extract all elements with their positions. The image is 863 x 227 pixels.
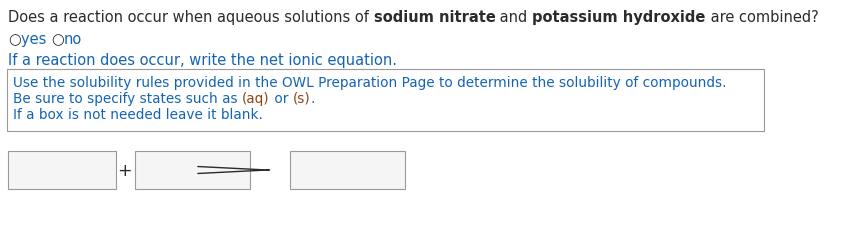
Text: ○: ○ [8,32,21,47]
Text: (aq): (aq) [242,92,269,106]
Text: yes: yes [21,32,51,47]
Text: no: no [64,32,82,47]
Text: If a reaction does occur, write the net ionic equation.: If a reaction does occur, write the net … [8,53,397,68]
Text: ○: ○ [51,32,64,47]
Text: +: + [117,161,131,179]
Text: (s): (s) [293,92,310,106]
Text: sodium nitrate: sodium nitrate [374,10,495,25]
Text: are combined?: are combined? [706,10,818,25]
Text: Use the solubility rules provided in the OWL Preparation Page to determine the s: Use the solubility rules provided in the… [13,76,727,90]
Bar [290,151,405,189]
Text: .: . [310,92,314,106]
Bar [135,151,250,189]
Bar [8,151,116,189]
Text: potassium hydroxide: potassium hydroxide [532,10,706,25]
Text: and: and [495,10,532,25]
Bar [7,70,764,131]
Text: Be sure to specify states such as: Be sure to specify states such as [13,92,242,106]
Text: Does a reaction occur when aqueous solutions of: Does a reaction occur when aqueous solut… [8,10,374,25]
Text: If a box is not needed leave it blank.: If a box is not needed leave it blank. [13,108,263,121]
Text: or: or [269,92,293,106]
